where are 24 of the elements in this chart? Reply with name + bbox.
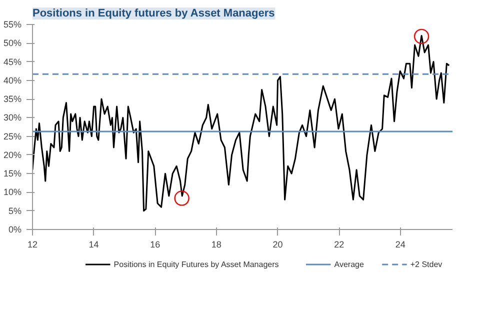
y-tick-label: 0% bbox=[8, 224, 22, 234]
y-tick-label: 30% bbox=[3, 112, 22, 123]
y-tick-label: 45% bbox=[3, 56, 22, 67]
x-tick-label: 16 bbox=[150, 240, 160, 250]
chart-title: Positions in Equity futures by Asset Managers bbox=[32, 8, 275, 20]
y-tick-label: 50% bbox=[3, 38, 22, 48]
x-tick-label: 22 bbox=[334, 240, 344, 250]
y-tick-label: 40% bbox=[3, 75, 22, 86]
x-tick-label: 12 bbox=[27, 240, 38, 250]
y-tick-label: 55% bbox=[3, 20, 22, 30]
legend-label: Positions in Equity Futures by Asset Managers bbox=[114, 260, 279, 269]
x-tick-label: 24 bbox=[395, 240, 406, 250]
legend-label: Average bbox=[334, 260, 364, 269]
y-tick-label: 10% bbox=[3, 187, 22, 198]
y-tick-label: 25% bbox=[3, 131, 22, 142]
x-tick-label: 20 bbox=[272, 240, 283, 250]
line-series bbox=[32, 34, 450, 212]
y-tick-label: 15% bbox=[3, 168, 22, 179]
x-tick-label: 14 bbox=[88, 240, 99, 250]
y-tick-label: 20% bbox=[3, 150, 22, 160]
x-tick-label: 18 bbox=[211, 240, 222, 250]
y-tick-label: 35% bbox=[3, 94, 22, 104]
y-tick-label: 5% bbox=[8, 206, 22, 216]
legend-label: +2 Stdev bbox=[410, 260, 442, 269]
